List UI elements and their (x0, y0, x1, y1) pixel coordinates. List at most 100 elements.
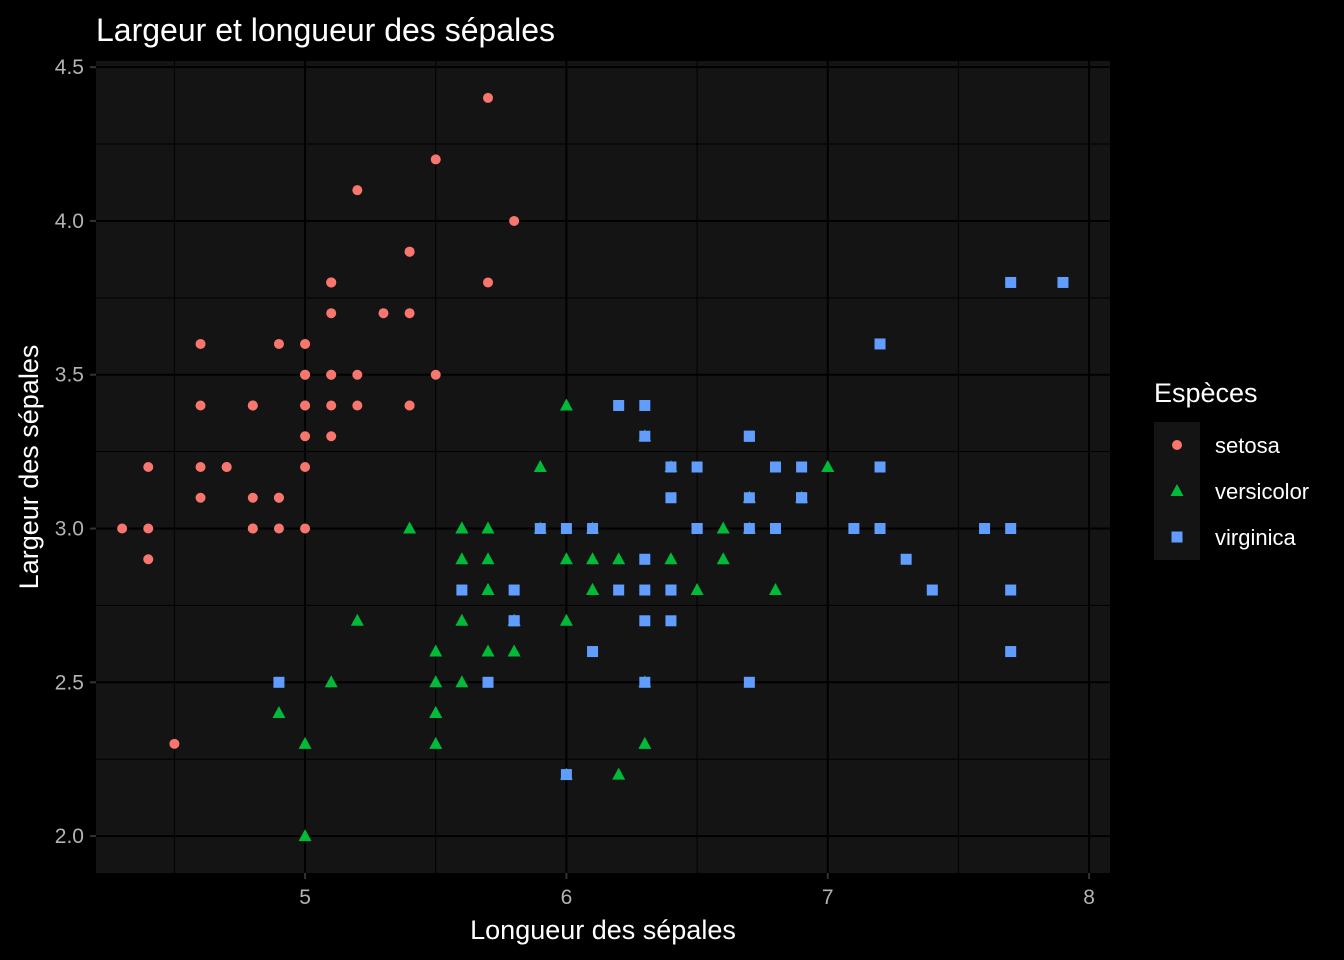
point-setosa (352, 185, 363, 196)
point-virginica (639, 553, 651, 565)
point-versicolor (559, 613, 573, 626)
point-setosa (300, 338, 311, 349)
point-setosa (195, 492, 206, 503)
point-virginica (926, 584, 938, 596)
legend-label-versicolor: versicolor (1215, 479, 1309, 504)
y-tick-label: 2.0 (55, 825, 84, 848)
legend-title: Espèces (1154, 378, 1258, 408)
x-axis-label: Longueur des sépales (470, 915, 736, 945)
point-setosa (273, 523, 284, 534)
point-versicolor (403, 521, 417, 534)
point-virginica (691, 461, 703, 473)
legend-key-versicolor (1170, 484, 1184, 496)
point-versicolor (664, 552, 678, 565)
point-setosa (247, 492, 258, 503)
point-versicolor (298, 829, 312, 842)
point-virginica (273, 676, 285, 688)
point-versicolor (586, 552, 600, 565)
point-setosa (195, 400, 206, 411)
point-versicolor (298, 736, 312, 749)
point-virginica (613, 584, 625, 596)
point-setosa (352, 400, 363, 411)
point-setosa (326, 400, 337, 411)
point-setosa (326, 277, 337, 288)
point-versicolor (481, 521, 495, 534)
x-tick-label: 7 (822, 886, 834, 909)
chart-title: Largeur et longueur des sépales (96, 12, 555, 48)
point-setosa (300, 462, 311, 472)
point-setosa (404, 308, 415, 319)
point-versicolor (690, 583, 704, 596)
point-setosa (143, 523, 154, 534)
series-virginica (273, 276, 1069, 781)
point-setosa (430, 369, 441, 380)
point-virginica (1005, 584, 1017, 596)
point-setosa (483, 277, 494, 288)
point-virginica (665, 615, 677, 627)
point-versicolor (481, 583, 495, 596)
data-points (117, 92, 1069, 842)
point-virginica (508, 615, 520, 627)
point-virginica (979, 523, 991, 535)
point-virginica (874, 338, 886, 350)
point-virginica (639, 615, 651, 627)
point-virginica (482, 676, 494, 688)
point-virginica (587, 646, 599, 658)
point-setosa (195, 338, 206, 349)
point-versicolor (350, 613, 364, 626)
y-tick-label: 3.5 (55, 364, 84, 387)
point-virginica (639, 676, 651, 688)
point-setosa (378, 308, 389, 319)
point-setosa (169, 738, 180, 749)
y-tick-label: 3.0 (55, 518, 84, 541)
point-setosa (195, 462, 206, 472)
point-versicolor (481, 644, 495, 657)
point-setosa (326, 308, 337, 319)
point-setosa (221, 462, 232, 472)
legend-key-setosa (1172, 440, 1182, 450)
point-virginica (691, 523, 703, 535)
point-versicolor (455, 521, 469, 534)
point-setosa (404, 246, 415, 257)
point-virginica (874, 461, 886, 473)
point-virginica (769, 461, 781, 473)
point-versicolor (429, 706, 443, 719)
point-versicolor (429, 644, 443, 657)
x-axis-ticks: 5 6 7 8 (299, 873, 1095, 909)
legend-key-virginica (1171, 531, 1183, 543)
point-virginica (665, 461, 677, 473)
point-virginica (560, 523, 572, 535)
x-tick-label: 6 (561, 886, 573, 909)
point-versicolor (716, 552, 730, 565)
y-tick-label: 4.0 (55, 210, 84, 233)
point-setosa (404, 400, 415, 411)
point-virginica (639, 584, 651, 596)
point-versicolor (455, 552, 469, 565)
point-versicolor (821, 460, 835, 472)
point-versicolor (429, 675, 443, 688)
point-versicolor (455, 613, 469, 626)
point-virginica (508, 584, 520, 596)
point-versicolor (638, 736, 652, 749)
point-virginica (743, 523, 755, 535)
point-setosa (143, 462, 154, 472)
point-versicolor (612, 552, 626, 565)
point-virginica (769, 523, 781, 535)
legend: Espèces setosa versicolor virginica (1154, 378, 1309, 560)
point-virginica (665, 492, 677, 504)
y-axis-label: Largeur des sépales (14, 345, 44, 590)
point-virginica (796, 461, 808, 473)
point-virginica (743, 676, 755, 688)
point-virginica (560, 769, 572, 781)
point-versicolor (559, 552, 573, 565)
legend-label-setosa: setosa (1215, 433, 1281, 458)
point-setosa (247, 400, 258, 411)
point-virginica (587, 523, 599, 535)
point-virginica (1005, 523, 1017, 535)
point-setosa (300, 369, 311, 380)
x-tick-label: 5 (299, 886, 311, 909)
y-tick-label: 2.5 (55, 671, 84, 694)
point-setosa (430, 154, 441, 165)
point-setosa (326, 431, 337, 442)
